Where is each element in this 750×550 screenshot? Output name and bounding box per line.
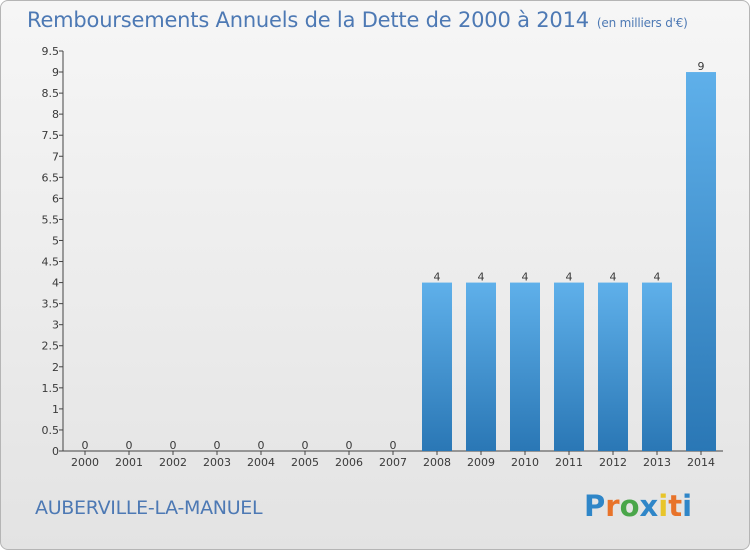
y-tick-label: 5 <box>52 234 59 247</box>
bar-value-label: 4 <box>566 271 573 284</box>
y-tick-label: 7.5 <box>42 129 60 142</box>
bar <box>554 282 584 451</box>
logo-letter: o <box>619 489 640 523</box>
x-tick-label: 2003 <box>203 456 231 469</box>
bar <box>510 282 540 451</box>
bar-value-label: 0 <box>302 439 309 452</box>
x-tick-label: 2006 <box>335 456 363 469</box>
bar-value-label: 0 <box>346 439 353 452</box>
bar <box>466 282 496 451</box>
x-tick-label: 2002 <box>159 456 187 469</box>
bar <box>642 282 672 451</box>
y-tick-label: 8.5 <box>42 87 60 100</box>
y-tick-label: 2 <box>52 361 59 374</box>
chart-title-text: Remboursements Annuels de la Dette de 20… <box>27 8 589 32</box>
bar <box>686 72 716 451</box>
bar-value-label: 4 <box>610 271 617 284</box>
bar-value-label: 0 <box>390 439 397 452</box>
y-tick-label: 3 <box>52 319 59 332</box>
bar-value-label: 4 <box>434 271 441 284</box>
bar <box>422 282 452 451</box>
y-tick-label: 9 <box>52 66 59 79</box>
x-tick-label: 2011 <box>555 456 583 469</box>
chart-unit: (en milliers d'€) <box>596 16 688 30</box>
x-tick-label: 2009 <box>467 456 495 469</box>
y-tick-label: 1.5 <box>42 382 60 395</box>
x-tick-label: 2013 <box>643 456 671 469</box>
x-tick-label: 2008 <box>423 456 451 469</box>
x-tick-label: 2014 <box>687 456 715 469</box>
y-tick-label: 2.5 <box>42 340 60 353</box>
chart-title: Remboursements Annuels de la Dette de 20… <box>27 8 688 32</box>
bar-value-label: 9 <box>698 60 705 73</box>
y-tick-label: 0 <box>52 445 59 458</box>
x-tick-label: 2001 <box>115 456 143 469</box>
bar-value-label: 4 <box>478 271 485 284</box>
y-tick-label: 0.5 <box>42 424 60 437</box>
x-tick-label: 2005 <box>291 456 319 469</box>
x-tick-label: 2007 <box>379 456 407 469</box>
x-tick-label: 2010 <box>511 456 539 469</box>
y-tick-label: 4 <box>52 277 59 290</box>
bar <box>598 282 628 451</box>
proxiti-logo: Proxiti <box>584 489 692 523</box>
bar-value-label: 0 <box>170 439 177 452</box>
y-tick-label: 8 <box>52 108 59 121</box>
logo-letter: t <box>668 489 683 523</box>
y-tick-label: 9.5 <box>42 45 60 58</box>
y-tick-label: 6 <box>52 192 59 205</box>
y-tick-label: 1 <box>52 403 59 416</box>
x-tick-label: 2012 <box>599 456 627 469</box>
y-tick-label: 4.5 <box>42 256 60 269</box>
y-tick-label: 6.5 <box>42 171 60 184</box>
bar-value-label: 0 <box>214 439 221 452</box>
logo-letter: i <box>658 489 669 523</box>
x-tick-label: 2004 <box>247 456 275 469</box>
bar-value-label: 4 <box>522 271 529 284</box>
bar-value-label: 0 <box>126 439 133 452</box>
bar-value-label: 0 <box>82 439 89 452</box>
x-tick-label: 2000 <box>71 456 99 469</box>
logo-letter: x <box>639 489 659 523</box>
bar-value-label: 0 <box>258 439 265 452</box>
bar-value-label: 4 <box>654 271 661 284</box>
y-tick-label: 3.5 <box>42 298 60 311</box>
commune-name: AUBERVILLE-LA-MANUEL <box>35 497 263 519</box>
y-tick-label: 5.5 <box>42 213 60 226</box>
logo-letter: i <box>682 489 693 523</box>
logo-letter: P <box>584 489 606 523</box>
y-tick-label: 7 <box>52 150 59 163</box>
logo-letter: r <box>605 489 620 523</box>
